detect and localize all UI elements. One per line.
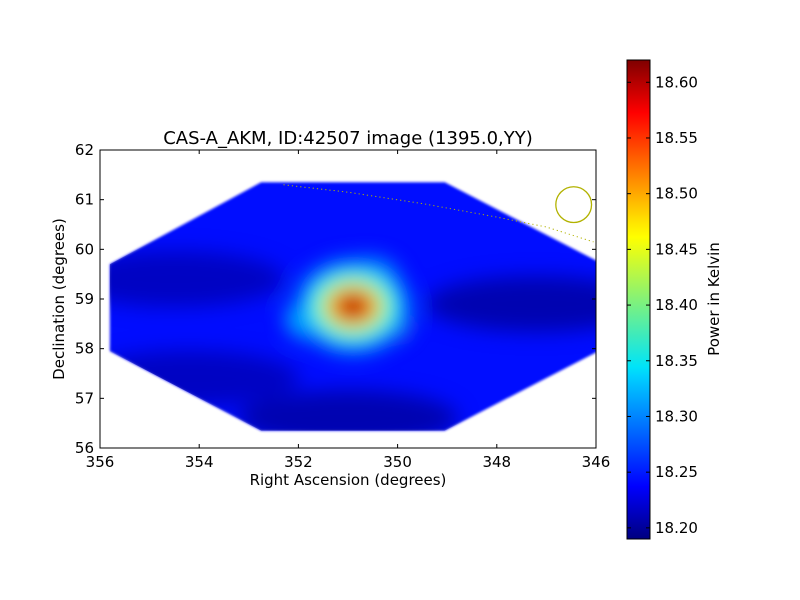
x-axis-ticks: 356 354 352 350 348 346 bbox=[86, 150, 611, 471]
y-tick-label: 62 bbox=[75, 141, 94, 159]
colorbar-gradient bbox=[626, 59, 651, 540]
colorbar-tick-label: 18.50 bbox=[655, 185, 698, 203]
x-tick-label: 350 bbox=[383, 453, 412, 471]
colorbar-tick-label: 18.25 bbox=[655, 463, 698, 481]
colorbar-tick-label: 18.45 bbox=[655, 240, 698, 258]
x-tick-label: 356 bbox=[86, 453, 115, 471]
chart-title: CAS-A_AKM, ID:42507 image (1395.0,YY) bbox=[163, 128, 533, 149]
colorbar-ticks: 18.20 18.25 18.30 18.35 18.40 18.45 18.50 18.55… bbox=[627, 73, 698, 537]
y-tick-label: 61 bbox=[75, 191, 94, 209]
x-tick-label: 348 bbox=[482, 453, 511, 471]
colorbar-tick-label: 18.40 bbox=[655, 296, 698, 314]
x-axis-label: Right Ascension (degrees) bbox=[250, 471, 447, 489]
y-tick-label: 59 bbox=[75, 290, 94, 308]
x-tick-label: 354 bbox=[185, 453, 214, 471]
colorbar-label: Power in Kelvin bbox=[705, 242, 723, 356]
source-peak bbox=[345, 300, 360, 313]
y-tick-label: 56 bbox=[75, 439, 94, 457]
x-tick-label: 352 bbox=[284, 453, 313, 471]
colorbar-tick-label: 18.20 bbox=[655, 519, 698, 537]
y-axis-ticks: 56 57 58 59 60 61 62 bbox=[75, 141, 596, 457]
dark-region bbox=[109, 251, 285, 308]
colorbar: 18.20 18.25 18.30 18.35 18.40 18.45 18.50 18.55… bbox=[626, 59, 723, 540]
y-axis-label: Declination (degrees) bbox=[50, 218, 68, 380]
dark-region bbox=[426, 275, 596, 332]
beam-marker bbox=[555, 186, 593, 224]
dark-region bbox=[238, 390, 458, 431]
y-tick-label: 60 bbox=[75, 240, 94, 258]
colorbar-tick-label: 18.55 bbox=[655, 129, 698, 147]
y-tick-label: 58 bbox=[75, 340, 94, 358]
x-tick-label: 346 bbox=[582, 453, 611, 471]
y-tick-label: 57 bbox=[75, 389, 94, 407]
colorbar-tick-label: 18.35 bbox=[655, 352, 698, 370]
plot-area bbox=[99, 149, 597, 449]
colorbar-tick-label: 18.30 bbox=[655, 407, 698, 425]
colorbar-tick-label: 18.60 bbox=[655, 73, 698, 91]
